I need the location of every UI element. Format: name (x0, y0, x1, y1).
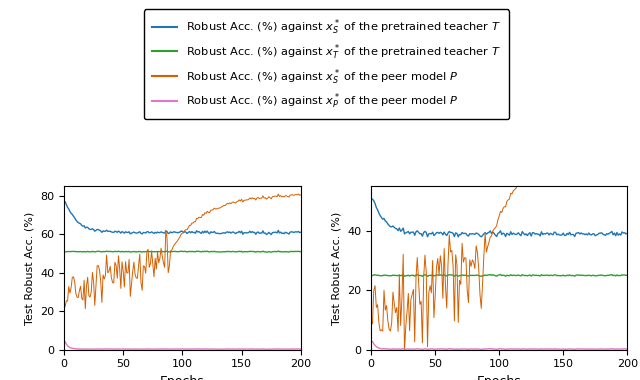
Y-axis label: Test Robust Acc. (%): Test Robust Acc. (%) (332, 211, 342, 325)
Y-axis label: Test Robust Acc. (%): Test Robust Acc. (%) (24, 211, 35, 325)
X-axis label: Epochs: Epochs (477, 375, 522, 380)
X-axis label: Epochs: Epochs (160, 375, 205, 380)
Legend: Robust Acc. (%) against $x_S^*$ of the pretrained teacher $T$, Robust Acc. (%) a: Robust Acc. (%) against $x_S^*$ of the p… (144, 10, 509, 119)
